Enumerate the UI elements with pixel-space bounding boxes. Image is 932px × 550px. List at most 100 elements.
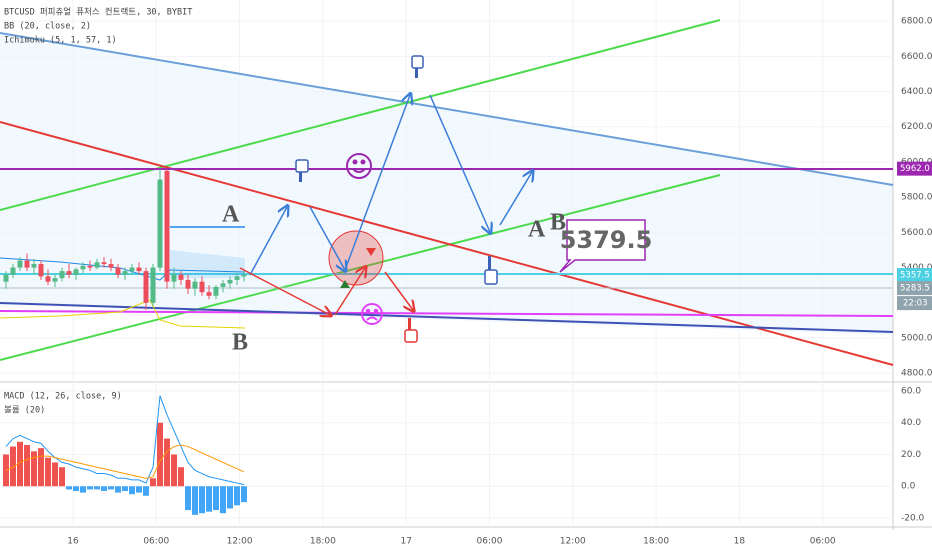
price-label: 5357.5 (900, 271, 930, 281)
grid (0, 0, 893, 527)
histogram-bar (241, 486, 247, 503)
histogram-bar (178, 467, 184, 487)
trend-line (0, 121, 894, 366)
histogram-bar (143, 486, 149, 496)
candle-body (24, 260, 30, 268)
annotation-letter: A (528, 217, 546, 243)
y-tick-label: 4800.0 (901, 369, 932, 379)
histogram-bar (94, 486, 100, 490)
candle-body (38, 264, 44, 277)
red-arrows (239, 268, 413, 315)
bb-basis (0, 257, 246, 281)
histogram-bar (157, 422, 163, 487)
candle-body (241, 274, 247, 277)
signal-line (5, 444, 245, 479)
candle-body (164, 170, 170, 282)
candle-body (227, 279, 233, 284)
histogram-bar (213, 486, 219, 511)
candle-body (87, 265, 93, 268)
candle-body (185, 279, 191, 289)
candle-body (115, 267, 121, 275)
candle-body (59, 271, 65, 279)
histogram-bar (220, 486, 226, 514)
histogram-bar (108, 486, 114, 490)
histogram-bar (171, 454, 177, 487)
x-tick-label: 16 (67, 537, 79, 547)
annotation-letter: B (232, 330, 248, 356)
y-tick-label: 6600.0 (901, 52, 932, 62)
candle-body (206, 292, 212, 296)
candle-body (3, 274, 9, 282)
symbol-title: BTCUSD 퍼피츄얼 퓨처스 컨트랙트, 30, BYBIT (4, 7, 192, 18)
histogram-bar (136, 486, 142, 493)
candle-body (136, 267, 142, 272)
y-tick-label: -20.0 (901, 514, 925, 524)
candle-body (192, 281, 198, 289)
x-tick-label: 06:00 (477, 537, 503, 547)
x-tick-label: 06:00 (810, 537, 836, 547)
histogram-bar (45, 457, 51, 487)
candle-body (52, 278, 58, 282)
candle-body (129, 267, 135, 272)
x-tick-label: 18:00 (643, 537, 669, 547)
histogram-bar (115, 486, 121, 493)
sad-face (361, 303, 383, 325)
macd-line (5, 395, 245, 486)
indicator-legend: Ichimoku (5, 1, 57, 1) (4, 36, 117, 46)
candle-body (31, 264, 37, 268)
x-tick-label: 18:00 (310, 537, 336, 547)
histogram-bar (17, 441, 23, 487)
histogram-bar (234, 486, 240, 506)
y-tick-label: 5000.0 (901, 333, 932, 343)
histogram-bar (10, 446, 16, 487)
price-label: 5283.5 (900, 284, 930, 294)
price-label-box (897, 161, 932, 176)
annotation-letter: A (222, 202, 240, 228)
candle-body (94, 262, 100, 268)
trend-line (0, 302, 894, 333)
histogram-bar (101, 486, 107, 492)
candle-body (150, 267, 156, 303)
x-tick-label: 18 (734, 537, 746, 547)
histogram-bar (24, 444, 30, 487)
candle-body (178, 274, 184, 280)
candle-body (108, 264, 114, 268)
candle-body (80, 265, 86, 270)
blue-arrows (249, 95, 532, 276)
candle-body (101, 262, 107, 265)
y-tick-label: 40.0 (901, 418, 921, 428)
volume-legend: 볼륨 (20) (4, 405, 45, 416)
histogram-bar (66, 486, 72, 490)
y-tick-label: 6400.0 (901, 87, 932, 97)
channel-fill (0, 33, 893, 335)
drawings (0, 19, 894, 366)
callout-box (559, 219, 646, 273)
price-label: 5962.0 (900, 164, 930, 174)
x-tick-label: 12:00 (560, 537, 586, 547)
trend-line (0, 310, 894, 317)
histogram-bar (87, 486, 93, 490)
y-tick-label: 6200.0 (901, 122, 932, 132)
candle-body (143, 271, 149, 303)
candle-body (17, 260, 23, 268)
histogram-bar (38, 448, 44, 487)
histogram-bar (31, 451, 37, 487)
histogram-bar (206, 486, 212, 512)
histogram-bar (199, 486, 205, 514)
y-tick-label: 20.0 (901, 450, 921, 460)
smiley (346, 153, 372, 179)
histogram-bar (129, 486, 135, 495)
histogram-bar (227, 486, 233, 509)
x-tick-label: 12:00 (227, 537, 253, 547)
x-tick-label: 17 (400, 537, 411, 547)
countdown-box (897, 296, 932, 311)
indicator-legend: BB (20, close, 2) (4, 22, 91, 32)
y-tick-label: 5800.0 (901, 193, 932, 203)
marks (3, 168, 247, 515)
histogram-bar (73, 486, 79, 492)
histogram-bar (192, 486, 198, 515)
y-tick-label: 5600.0 (901, 228, 932, 238)
candle-body (171, 274, 177, 282)
candle-body (122, 271, 128, 275)
